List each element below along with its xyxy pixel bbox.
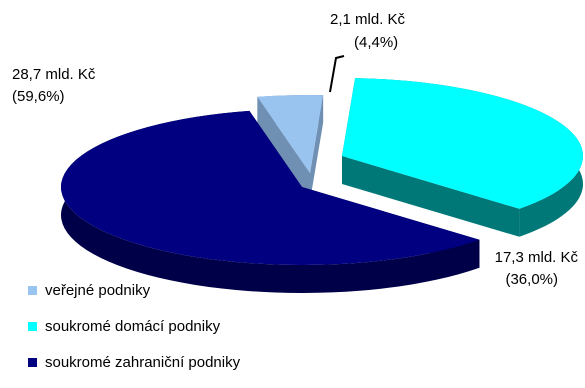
data-label-percent-domestic: (36,0%) — [505, 271, 558, 288]
pie-chart: 2,1 mld. Kč (4,4%) 28,7 mld. Kč (59,6%) … — [12, 11, 584, 371]
data-label-percent-foreign: (59,6%) — [12, 88, 65, 105]
pie-slice-foreign — [61, 110, 480, 265]
data-label-value-foreign: 28,7 mld. Kč — [12, 66, 96, 83]
pie-slice-edge-public-0 — [257, 96, 310, 201]
data-label-value-public: 2,1 mld. Kč — [330, 11, 406, 28]
legend-label-foreign: soukromé zahraniční podniky — [45, 353, 241, 371]
legend-item-domestic: soukromé domácí podniky — [28, 316, 358, 336]
pie-slice-edge-public-1 — [310, 95, 324, 201]
pie-slice-domestic — [342, 78, 584, 209]
pie-slice-edge-domestic-1 — [342, 156, 520, 237]
legend-label-public: veřejné podniky — [45, 281, 151, 299]
legend-swatch-domestic — [28, 321, 37, 331]
legend-label-domestic: soukromé domácí podniky — [45, 317, 221, 335]
data-label-percent-public: (4,4%) — [354, 34, 398, 51]
data-label-value-domestic: 17,3 mld. Kč — [495, 249, 579, 266]
chart-legend: veřejné podniky soukromé domácí podniky … — [28, 280, 358, 388]
pie-slice-side-foreign — [60, 110, 480, 294]
legend-item-public: veřejné podniky — [28, 280, 358, 300]
legend-item-foreign: soukromé zahraniční podniky — [28, 352, 358, 372]
legend-swatch-foreign — [28, 357, 37, 367]
legend-swatch-public — [28, 285, 37, 295]
leader-line-public — [329, 55, 345, 93]
pie-chart-canvas: 2,1 mld. Kč (4,4%) 28,7 mld. Kč (59,6%) … — [12, 11, 584, 294]
pie-slice-public — [257, 95, 324, 173]
